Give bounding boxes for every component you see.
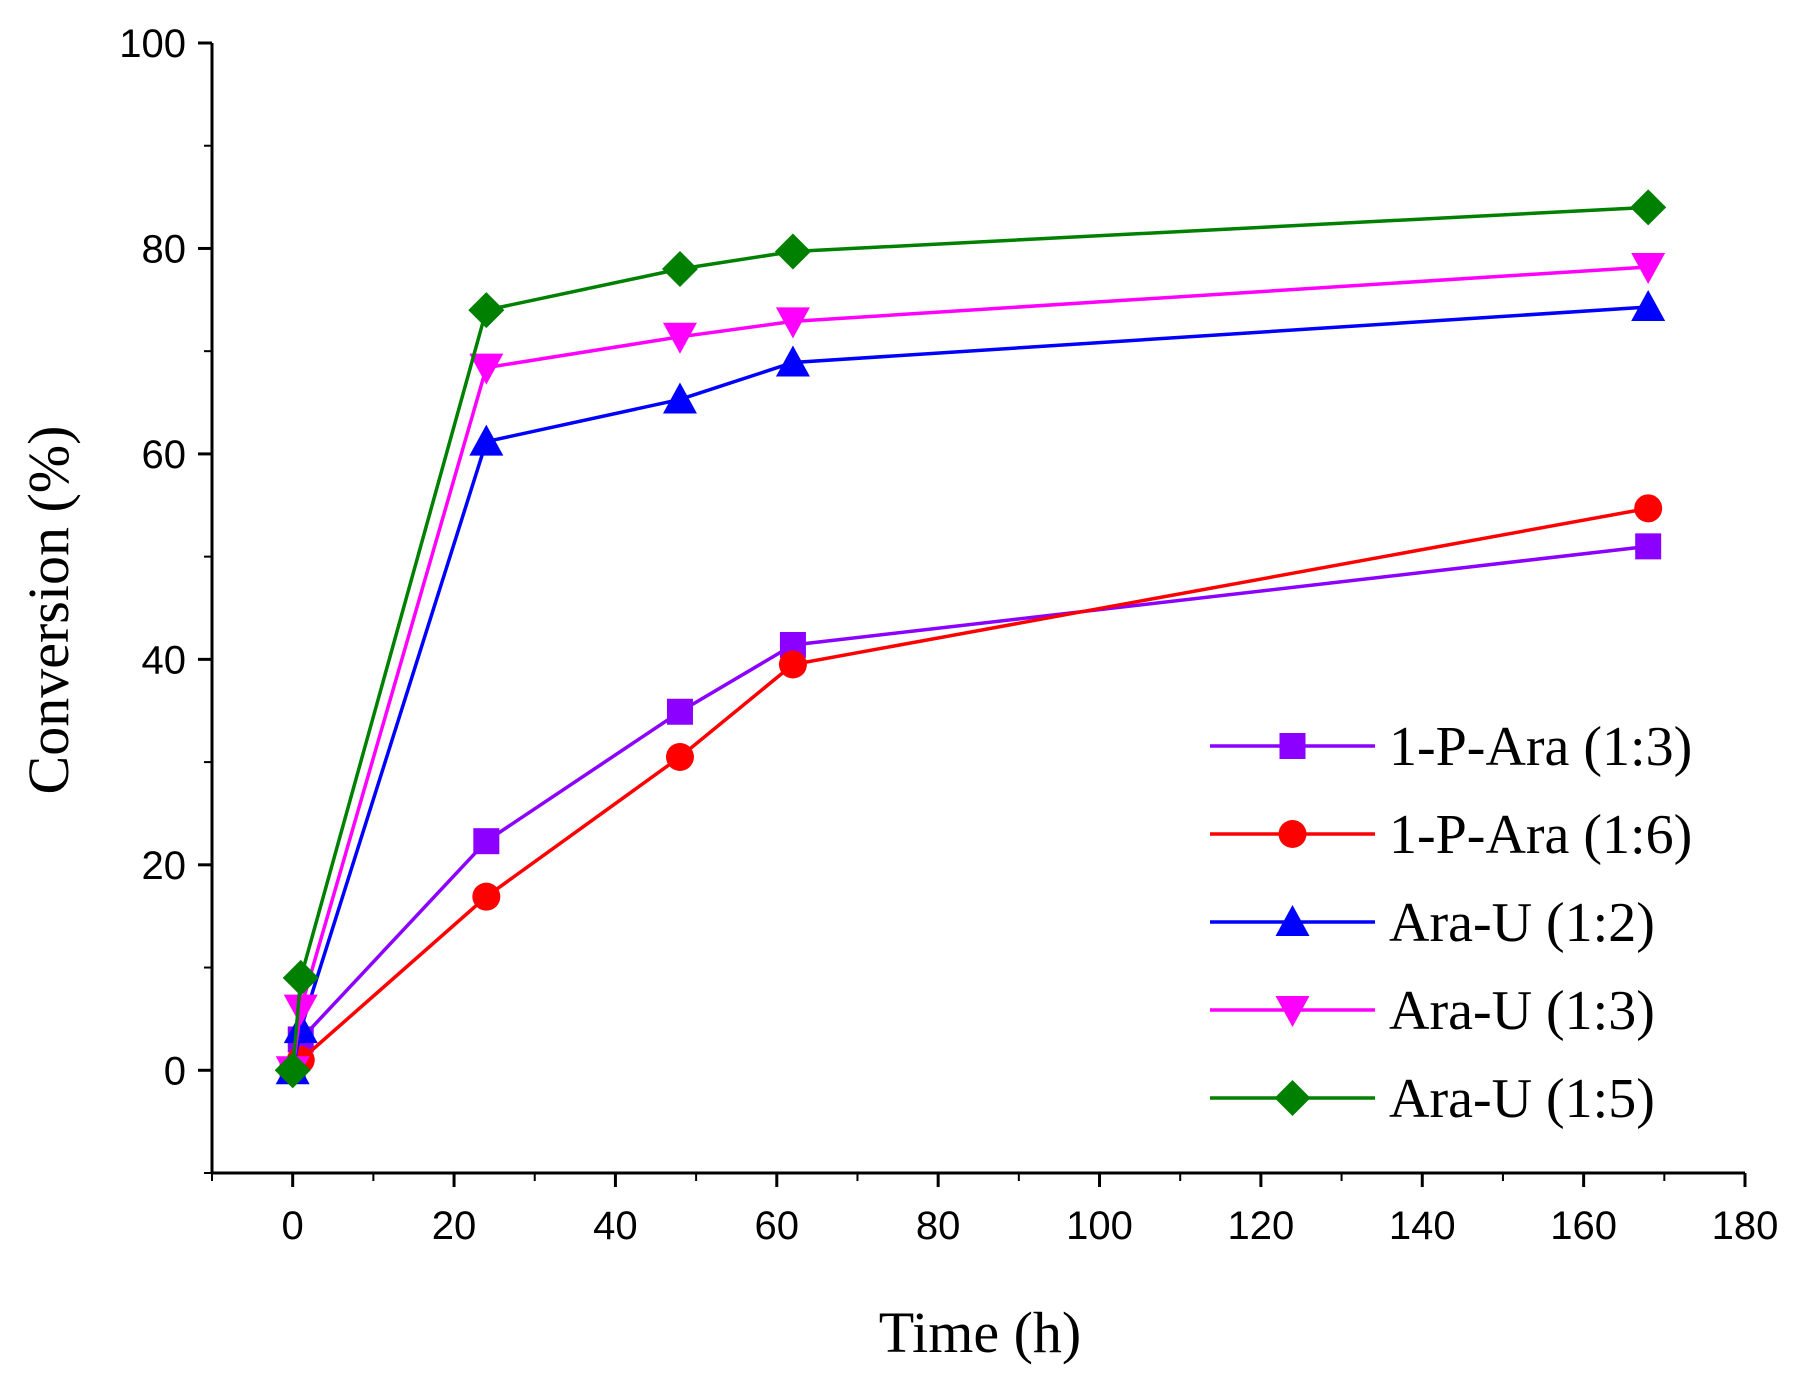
series-line [290,305,1649,1071]
data-point [274,1052,311,1089]
data-point [469,424,504,456]
series-3 [275,252,1666,1088]
legend-item-0: 1-P-Ara (1:3) [1210,716,1692,778]
x-tick-label: 80 [916,1204,961,1248]
y-tick-label: 60 [142,433,187,477]
x-tick-label: 60 [755,1204,800,1248]
legend-label: Ara-U (1:3) [1389,980,1655,1042]
legend-marker [1275,996,1310,1027]
data-point [282,959,319,996]
data-point [473,828,500,855]
data-point [662,322,697,354]
y-tick-label: 40 [142,638,187,682]
data-point [775,307,810,339]
y-tick-label: 0 [164,1049,186,1093]
x-tick-label: 0 [282,1204,304,1248]
series-layer [274,189,1667,1089]
x-tick-label: 40 [593,1204,638,1248]
legend-marker [1275,905,1310,936]
legend-marker [1278,820,1307,848]
data-point [662,382,697,414]
series-4 [274,189,1667,1089]
legend-label: Ara-U (1:5) [1389,1068,1655,1130]
legend: 1-P-Ara (1:3) 1-P-Ara (1:6) Ara-U (1:2) Ara… [1210,716,1692,1130]
legend-marker [1279,733,1306,759]
data-point [775,345,810,377]
data-point [665,742,694,771]
x-tick-label: 100 [1066,1204,1133,1248]
legend-item-2: Ara-U (1:2) [1210,892,1655,954]
x-tick-label: 20 [432,1204,477,1248]
y-tick-label: 20 [142,844,187,888]
x-tick-label: 160 [1550,1204,1617,1248]
data-point [283,1012,318,1044]
data-point [1634,494,1663,523]
data-point [1631,252,1666,284]
data-point [1631,290,1666,322]
series-2 [275,290,1666,1085]
data-point [283,994,318,1026]
data-point [469,353,504,385]
data-point [778,650,807,679]
x-tick-label: 180 [1712,1204,1779,1248]
x-tick-label: 140 [1389,1204,1456,1248]
legend-label: 1-P-Ara (1:3) [1389,716,1692,778]
x-tick-label: 120 [1228,1204,1295,1248]
legend-label: 1-P-Ara (1:6) [1389,804,1692,866]
legend-label: Ara-U (1:2) [1389,892,1655,954]
y-tick-label: 80 [142,227,187,271]
y-tick-label: 100 [119,22,186,66]
legend-marker [1274,1080,1311,1116]
data-point [774,233,811,270]
data-point [661,251,698,287]
data-point [1630,189,1667,226]
data-point [472,882,501,911]
legend-item-4: Ara-U (1:5) [1210,1068,1655,1130]
legend-item-1: 1-P-Ara (1:6) [1210,804,1692,866]
data-point [666,698,693,725]
axes: 0 20 40 60 80 100 120 140 160 180 0 20 40 60 80 100 [119,22,1778,1248]
y-axis-title: Conversion (%) [16,426,81,795]
x-axis-title: Time (h) [879,1300,1082,1365]
legend-item-3: Ara-U (1:3) [1210,980,1655,1042]
data-point [1635,533,1662,560]
data-point [468,292,505,329]
